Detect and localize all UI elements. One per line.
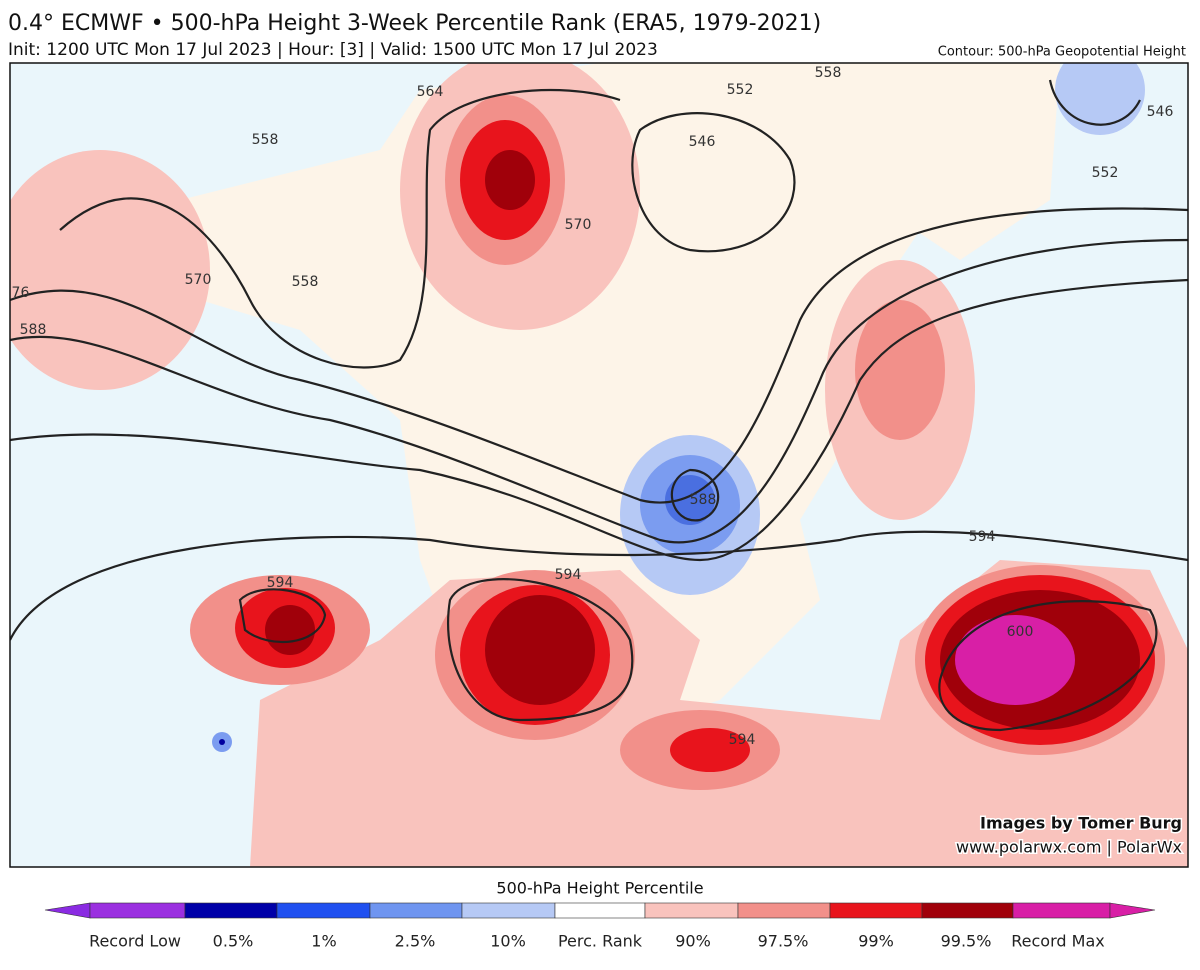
contour-line [10,278,1188,562]
colorbar-label: 99.5% [941,932,992,951]
colorbar-label: 0.5% [213,932,254,951]
contour-label: 546 [689,134,716,150]
map-shape [1055,63,1145,135]
map-shape [219,739,225,745]
contour-line [10,530,1188,641]
colorbar-shape [276,902,371,919]
map-frame [9,62,1189,868]
contour-line [10,238,1188,544]
colorbar-label: 90% [675,932,711,951]
colorbar-label: 1% [311,932,336,951]
credit: Images by Tomer Burg [980,814,1182,833]
colorbar-label: 10% [490,932,526,951]
contour-label: 570 [185,272,212,288]
colorbar-shape [921,902,1014,919]
colorbar-shape [461,902,556,919]
contour-line [447,578,634,722]
contour-line [10,207,1188,504]
credit: www.polarwx.com | PolarWx [956,838,1182,857]
map-shape [855,300,945,440]
colorbar-shape [644,902,739,919]
map-shape [10,150,210,390]
contour-note: Contour: 500-hPa Geopotential Height [938,45,1186,60]
map-shape [860,63,1060,260]
contour-label: 546 [1147,104,1174,120]
contour-label: 558 [252,132,279,148]
colorbar-shape [1109,902,1156,919]
colorbar-label: 99% [858,932,894,951]
colorbar-shape [737,902,831,919]
map: 564 558 558 552 546 546 552 570 576 558 … [3,63,1188,867]
colorbar-shape [184,902,278,919]
colorbar-label: Perc. Rank [558,932,643,951]
colorbar-title: 500-hPa Height Percentile [496,879,703,898]
map-shape [265,605,315,655]
map-shape [485,150,535,210]
contour-label: 564 [417,84,444,100]
contour-label: 552 [727,82,754,98]
contour-label: 588 [690,492,717,508]
contour-label: 594 [729,732,756,748]
contour-label: 552 [1092,165,1119,181]
contour-line [238,588,327,644]
contour-label: 588 [20,322,47,338]
contour-line [1048,79,1141,126]
contour-label: 600 [1007,624,1034,640]
contour-label: 594 [267,575,294,591]
contour-label: 558 [292,274,319,290]
map-shape [955,615,1075,705]
colorbar-shape [44,902,91,919]
title: 0.4° ECMWF • 500-hPa Height 3-Week Perce… [8,11,821,36]
colorbar-label: 2.5% [395,932,436,951]
contour-label: 594 [969,529,996,545]
subtitle: Init: 1200 UTC Mon 17 Jul 2023 | Hour: [… [8,40,658,60]
colorbar-label: Record Low [89,932,181,951]
contour-label: 576 [3,285,30,301]
contour-label: 594 [555,567,582,583]
colorbar-label: Record Max [1011,932,1104,951]
colorbar-shape [829,902,923,919]
colorbar-shape [1012,902,1111,919]
map-shape [485,595,595,705]
colorbar-shape [89,902,186,919]
contour-line [631,112,796,253]
contour-line [938,600,1158,732]
contour-label: 570 [565,217,592,233]
colorbar-label: 97.5% [758,932,809,951]
colorbar-shape [554,902,646,919]
contour-line [59,88,621,369]
contour-label: 558 [815,65,842,81]
map-shape [670,728,750,772]
colorbar [44,902,1156,919]
colorbar-shape [369,902,463,919]
contour-line [670,468,720,522]
colorbar-labels: Record Low 0.5% 1% 2.5% 10% Perc. Rank 90% 97.5… [89,932,1105,951]
map-shape [180,63,980,740]
